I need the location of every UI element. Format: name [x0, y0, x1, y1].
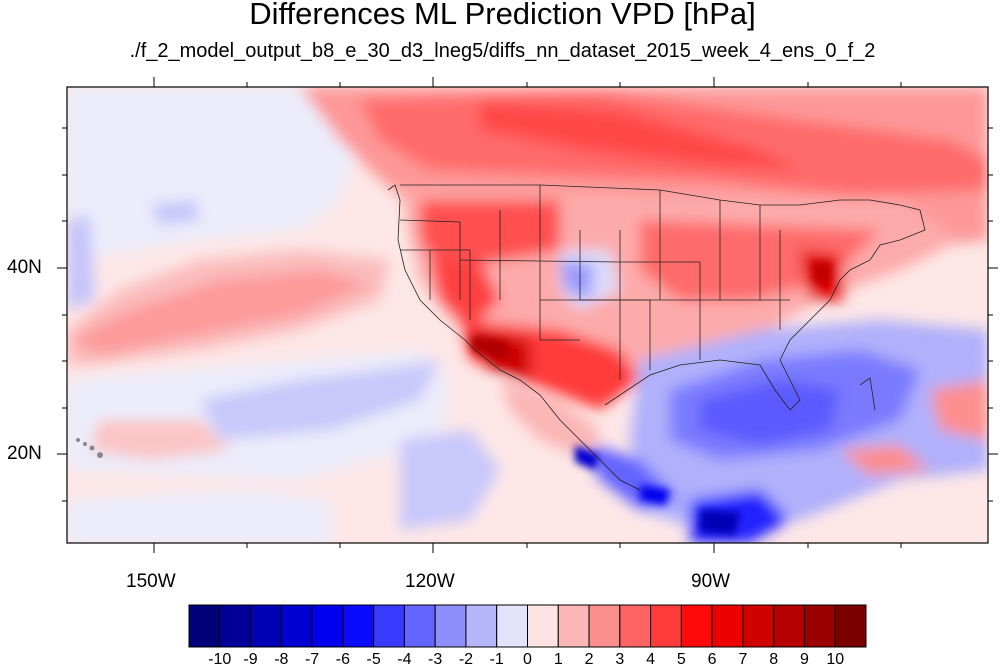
colorbar-label: -8 [274, 651, 289, 668]
colorbar-label: 2 [584, 651, 594, 668]
colorbar-swatch [434, 604, 467, 648]
map-subtitle: ./f_2_model_output_b8_e_30_d3_lneg5/diff… [129, 40, 876, 62]
colorbar-label: 1 [553, 651, 563, 668]
colorbar-swatch [527, 604, 559, 648]
colorbar-label: -1 [489, 651, 504, 668]
lon-label-90w: 90W [691, 571, 731, 592]
colorbar-label: 6 [707, 651, 717, 668]
colorbar-swatch [188, 604, 221, 648]
lon-label-150w: 150W [126, 571, 176, 592]
lon-label-120w: 120W [405, 571, 455, 592]
colorbar-label: 7 [738, 651, 748, 668]
colorbar-swatch [311, 604, 344, 648]
colorbar-label: -4 [397, 651, 412, 668]
lat-label-40n: 40N [7, 257, 42, 278]
colorbar-swatch [773, 604, 805, 648]
boundary-lines [387, 184, 926, 491]
vpd-difference-map [57, 77, 998, 553]
colorbar-label: -7 [304, 651, 320, 668]
colorbar-swatch [680, 604, 713, 648]
hawaii-islands [76, 438, 103, 458]
colorbar-swatch [711, 604, 744, 648]
colorbar-label: -3 [428, 651, 443, 668]
colorbar-label: 9 [800, 651, 809, 668]
colorbar-swatch [250, 604, 282, 648]
colorbar-swatch [557, 604, 590, 648]
colorbar-swatch [219, 604, 252, 648]
colorbar-swatch [465, 604, 498, 648]
colorbar-label: 5 [676, 651, 686, 668]
colorbar-label: -5 [366, 651, 381, 668]
colorbar-label: -10 [208, 651, 232, 668]
colorbar-swatch [342, 604, 375, 648]
colorbar-swatch [373, 604, 405, 648]
colorbar-swatch [619, 604, 652, 648]
colorbar-label: -2 [458, 651, 474, 668]
colorbar-label: 3 [615, 651, 625, 668]
colorbar-swatch [803, 604, 836, 648]
colorbar-swatch [403, 604, 436, 648]
colorbar-swatch [834, 604, 867, 648]
colorbar-swatch [496, 604, 528, 648]
axis-ticks [57, 77, 998, 553]
colorbar-label: -6 [335, 651, 350, 668]
colorbar-label: -9 [243, 651, 258, 668]
map-title: Differences ML Prediction VPD [hPa] [249, 0, 756, 31]
colorbar-swatch [650, 604, 682, 648]
contour-fill [67, 87, 988, 543]
colorbar-label: 0 [523, 651, 532, 668]
colorbar-label: 4 [646, 651, 656, 668]
colorbar-label: 10 [826, 651, 845, 668]
colorbar-swatch [588, 604, 621, 648]
colorbar-swatch [280, 604, 313, 648]
colorbar-label: 8 [769, 651, 779, 668]
colorbar-swatch [742, 604, 775, 648]
lat-label-20n: 20N [7, 443, 42, 464]
